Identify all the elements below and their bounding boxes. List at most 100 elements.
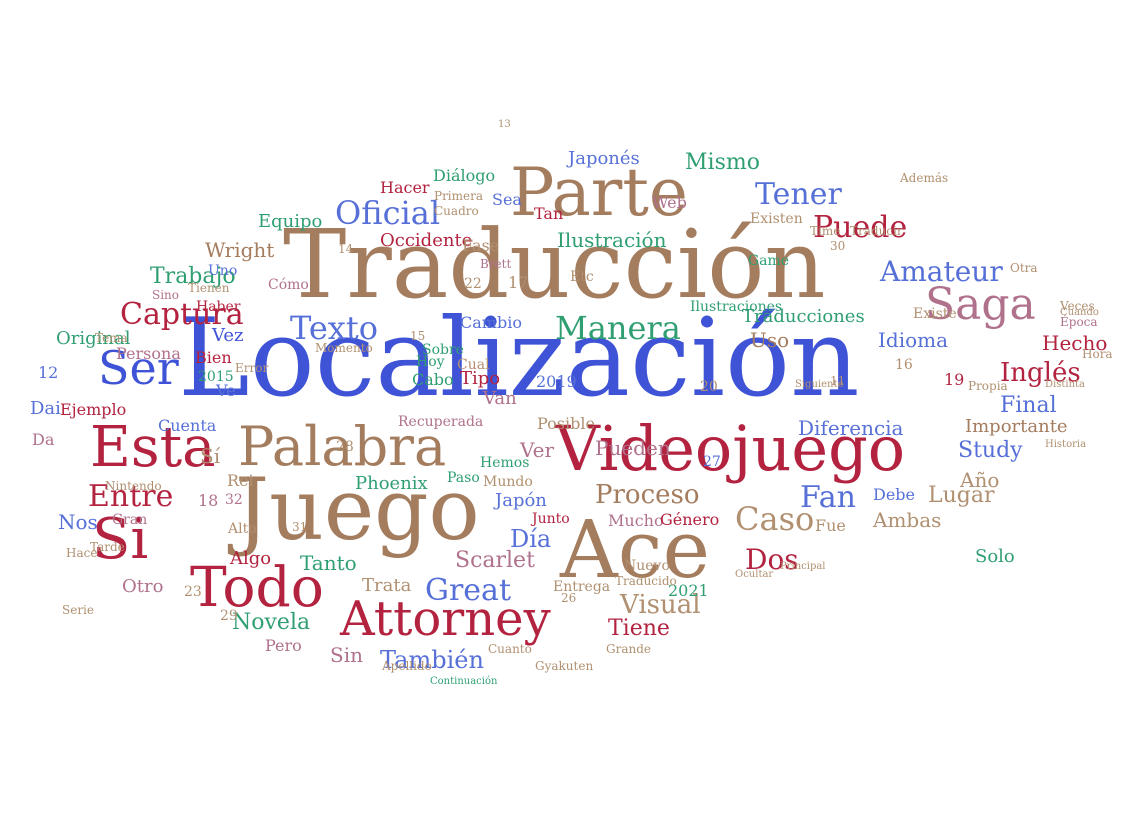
cloud-word: Japón	[495, 490, 547, 511]
cloud-word: Paso	[447, 470, 480, 486]
cloud-word: Final	[1000, 393, 1057, 418]
cloud-word: 14	[338, 242, 354, 256]
cloud-word: Haber	[196, 299, 241, 315]
cloud-word: 32	[225, 492, 243, 508]
cloud-word: Apellido	[382, 659, 432, 673]
cloud-word: Original	[56, 328, 131, 349]
cloud-word: Nintendo	[105, 479, 162, 493]
cloud-word: Wright	[205, 238, 275, 262]
cloud-word: Novela	[232, 610, 311, 635]
cloud-word: Fan	[800, 480, 856, 515]
cloud-word: Gyakuten	[535, 659, 594, 673]
cloud-word: Tiene	[608, 616, 670, 641]
cloud-word: Ocultar	[735, 569, 774, 580]
cloud-word: 18	[198, 491, 219, 510]
cloud-word: Importante	[965, 416, 1068, 437]
cloud-word: Sobre	[422, 342, 464, 358]
cloud-word: Algo	[230, 548, 272, 569]
cloud-word: Tan	[534, 204, 564, 223]
cloud-word: Traducción	[283, 210, 826, 320]
cloud-word: 2021	[668, 581, 709, 600]
cloud-word: Time	[810, 224, 841, 238]
cloud-word: Scarlet	[455, 548, 535, 573]
cloud-word: Web	[652, 193, 687, 212]
cloud-word: 17	[508, 273, 529, 292]
cloud-word: Manera	[555, 309, 681, 347]
cloud-word: Etc	[570, 269, 594, 285]
cloud-word: Otro	[122, 576, 164, 597]
cloud-word: Hacer	[380, 178, 430, 197]
cloud-word: Sino	[152, 288, 180, 302]
cloud-word: 15	[410, 329, 426, 343]
cloud-word: Hemos	[480, 455, 530, 471]
cloud-word: Si	[92, 507, 149, 572]
cloud-word: Año	[960, 468, 1000, 492]
cloud-word: Vez	[212, 325, 244, 346]
cloud-word: Cabo	[412, 370, 454, 389]
cloud-word: Uno	[208, 263, 238, 279]
cloud-word: Cómo	[268, 277, 309, 293]
cloud-word: Traducido	[615, 574, 677, 588]
cloud-word: Captura	[120, 297, 244, 332]
cloud-word: Diferencia	[798, 416, 904, 440]
cloud-word: Además	[900, 171, 949, 185]
cloud-word: Todo	[190, 555, 324, 619]
cloud-word: Entrega	[553, 579, 611, 595]
cloud-word: 13	[498, 119, 511, 130]
cloud-word: Tener	[755, 177, 842, 212]
cloud-word: Trata	[362, 575, 412, 596]
cloud-word: Época	[1060, 315, 1098, 329]
cloud-word: Tipo	[460, 368, 501, 389]
cloud-word: Mucho	[608, 511, 664, 530]
cloud-word: 12	[38, 363, 59, 382]
cloud-word: 11	[830, 374, 846, 388]
cloud-word: Cuanto	[488, 642, 532, 656]
cloud-word: Tienen	[188, 281, 230, 295]
cloud-word: Sin	[330, 643, 363, 667]
cloud-word: Principal	[780, 561, 826, 572]
cloud-word: Sí	[200, 444, 221, 468]
cloud-word: 28	[336, 439, 354, 455]
cloud-word: Gran	[112, 512, 148, 528]
cloud-word: Puede	[813, 210, 908, 245]
cloud-word: Cuadro	[434, 204, 479, 218]
cloud-word: Parte	[510, 154, 688, 231]
cloud-word: Ver	[520, 438, 555, 462]
cloud-word: Dai	[30, 398, 61, 419]
cloud-word: Localización	[178, 296, 860, 421]
cloud-word: Hecho	[1042, 331, 1108, 355]
cloud-word: 26	[561, 591, 577, 605]
cloud-word: Existen	[750, 211, 803, 227]
cloud-word: Phoenix	[355, 473, 428, 494]
cloud-word: 2015	[198, 369, 234, 385]
cloud-word: Visual	[620, 590, 701, 620]
cloud-word: Junto	[532, 511, 570, 527]
cloud-word: Distinta	[1045, 379, 1085, 390]
cloud-word: Proceso	[595, 480, 700, 510]
cloud-word: Great	[425, 573, 512, 608]
cloud-word: Idioma	[878, 328, 949, 352]
cloud-word: Rei	[227, 471, 254, 490]
cloud-word: Japonés	[568, 148, 640, 169]
cloud-word: Van	[483, 388, 517, 409]
cloud-word: Alto	[228, 521, 257, 537]
cloud-word: Hace	[66, 546, 98, 560]
cloud-word: Tema	[95, 331, 128, 345]
cloud-word: Género	[660, 510, 720, 529]
cloud-word: Solo	[975, 546, 1015, 567]
cloud-word: Caso	[735, 500, 815, 538]
cloud-word: Tarde	[90, 540, 125, 554]
cloud-word: Continuación	[430, 676, 498, 687]
cloud-word: Traducciones	[742, 306, 865, 327]
cloud-word: Inglés	[1000, 358, 1081, 388]
cloud-word: Posible	[537, 414, 595, 433]
cloud-word: Cuando	[1060, 307, 1099, 318]
cloud-word: Sea	[492, 190, 522, 209]
cloud-word: Pero	[265, 636, 302, 655]
cloud-word: Hoy	[416, 354, 445, 370]
cloud-word: Game	[748, 253, 790, 269]
cloud-word: Juego	[235, 461, 480, 560]
cloud-word: Serie	[62, 603, 94, 617]
cloud-word: Nos	[58, 510, 98, 534]
